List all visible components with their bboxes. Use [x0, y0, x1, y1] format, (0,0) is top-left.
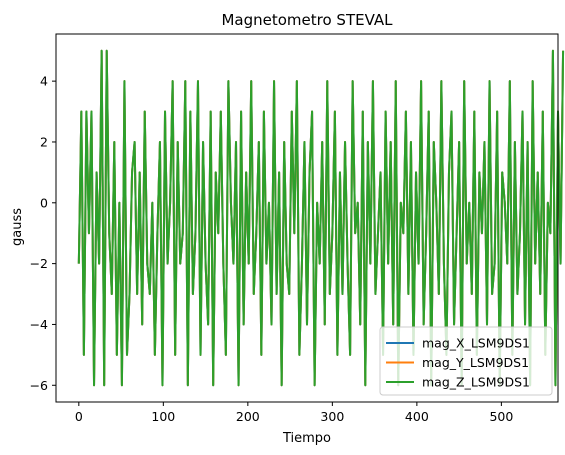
x-tick-label: 200	[236, 409, 260, 424]
x-axis-label: Tiempo	[282, 431, 331, 446]
x-tick-label: 100	[151, 409, 175, 424]
series-lines	[77, 49, 565, 387]
series-line-mag_Z_LSM9DS1	[77, 49, 565, 387]
x-tick-label: 0	[75, 409, 83, 424]
y-tick-label: 2	[40, 134, 48, 149]
y-tick-label: −6	[30, 378, 48, 393]
legend-label: mag_Z_LSM9DS1	[422, 375, 530, 390]
y-tick-label: 0	[40, 195, 48, 210]
chart-title: Magnetometro STEVAL	[221, 11, 393, 29]
legend: mag_X_LSM9DS1 mag_Y_LSM9DS1 mag_Z_LSM9DS1	[379, 326, 553, 396]
x-axis-ticks: 0 100 200 300 400 500	[75, 402, 513, 424]
y-tick-label: −4	[30, 317, 48, 332]
x-tick-label: 500	[489, 409, 513, 424]
y-axis-label: gauss	[10, 208, 25, 246]
y-axis-ticks: −6 −4 −2 0 2 4	[30, 74, 56, 393]
plot-area	[55, 33, 565, 403]
legend-label: mag_Y_LSM9DS1	[422, 355, 529, 370]
axes-frame	[55, 33, 559, 403]
x-tick-label: 300	[320, 409, 344, 424]
y-tick-label: 4	[40, 74, 48, 89]
y-tick-label: −2	[30, 256, 48, 271]
legend-label: mag_X_LSM9DS1	[422, 336, 530, 351]
x-tick-label: 400	[405, 409, 429, 424]
legend-box	[379, 326, 553, 396]
